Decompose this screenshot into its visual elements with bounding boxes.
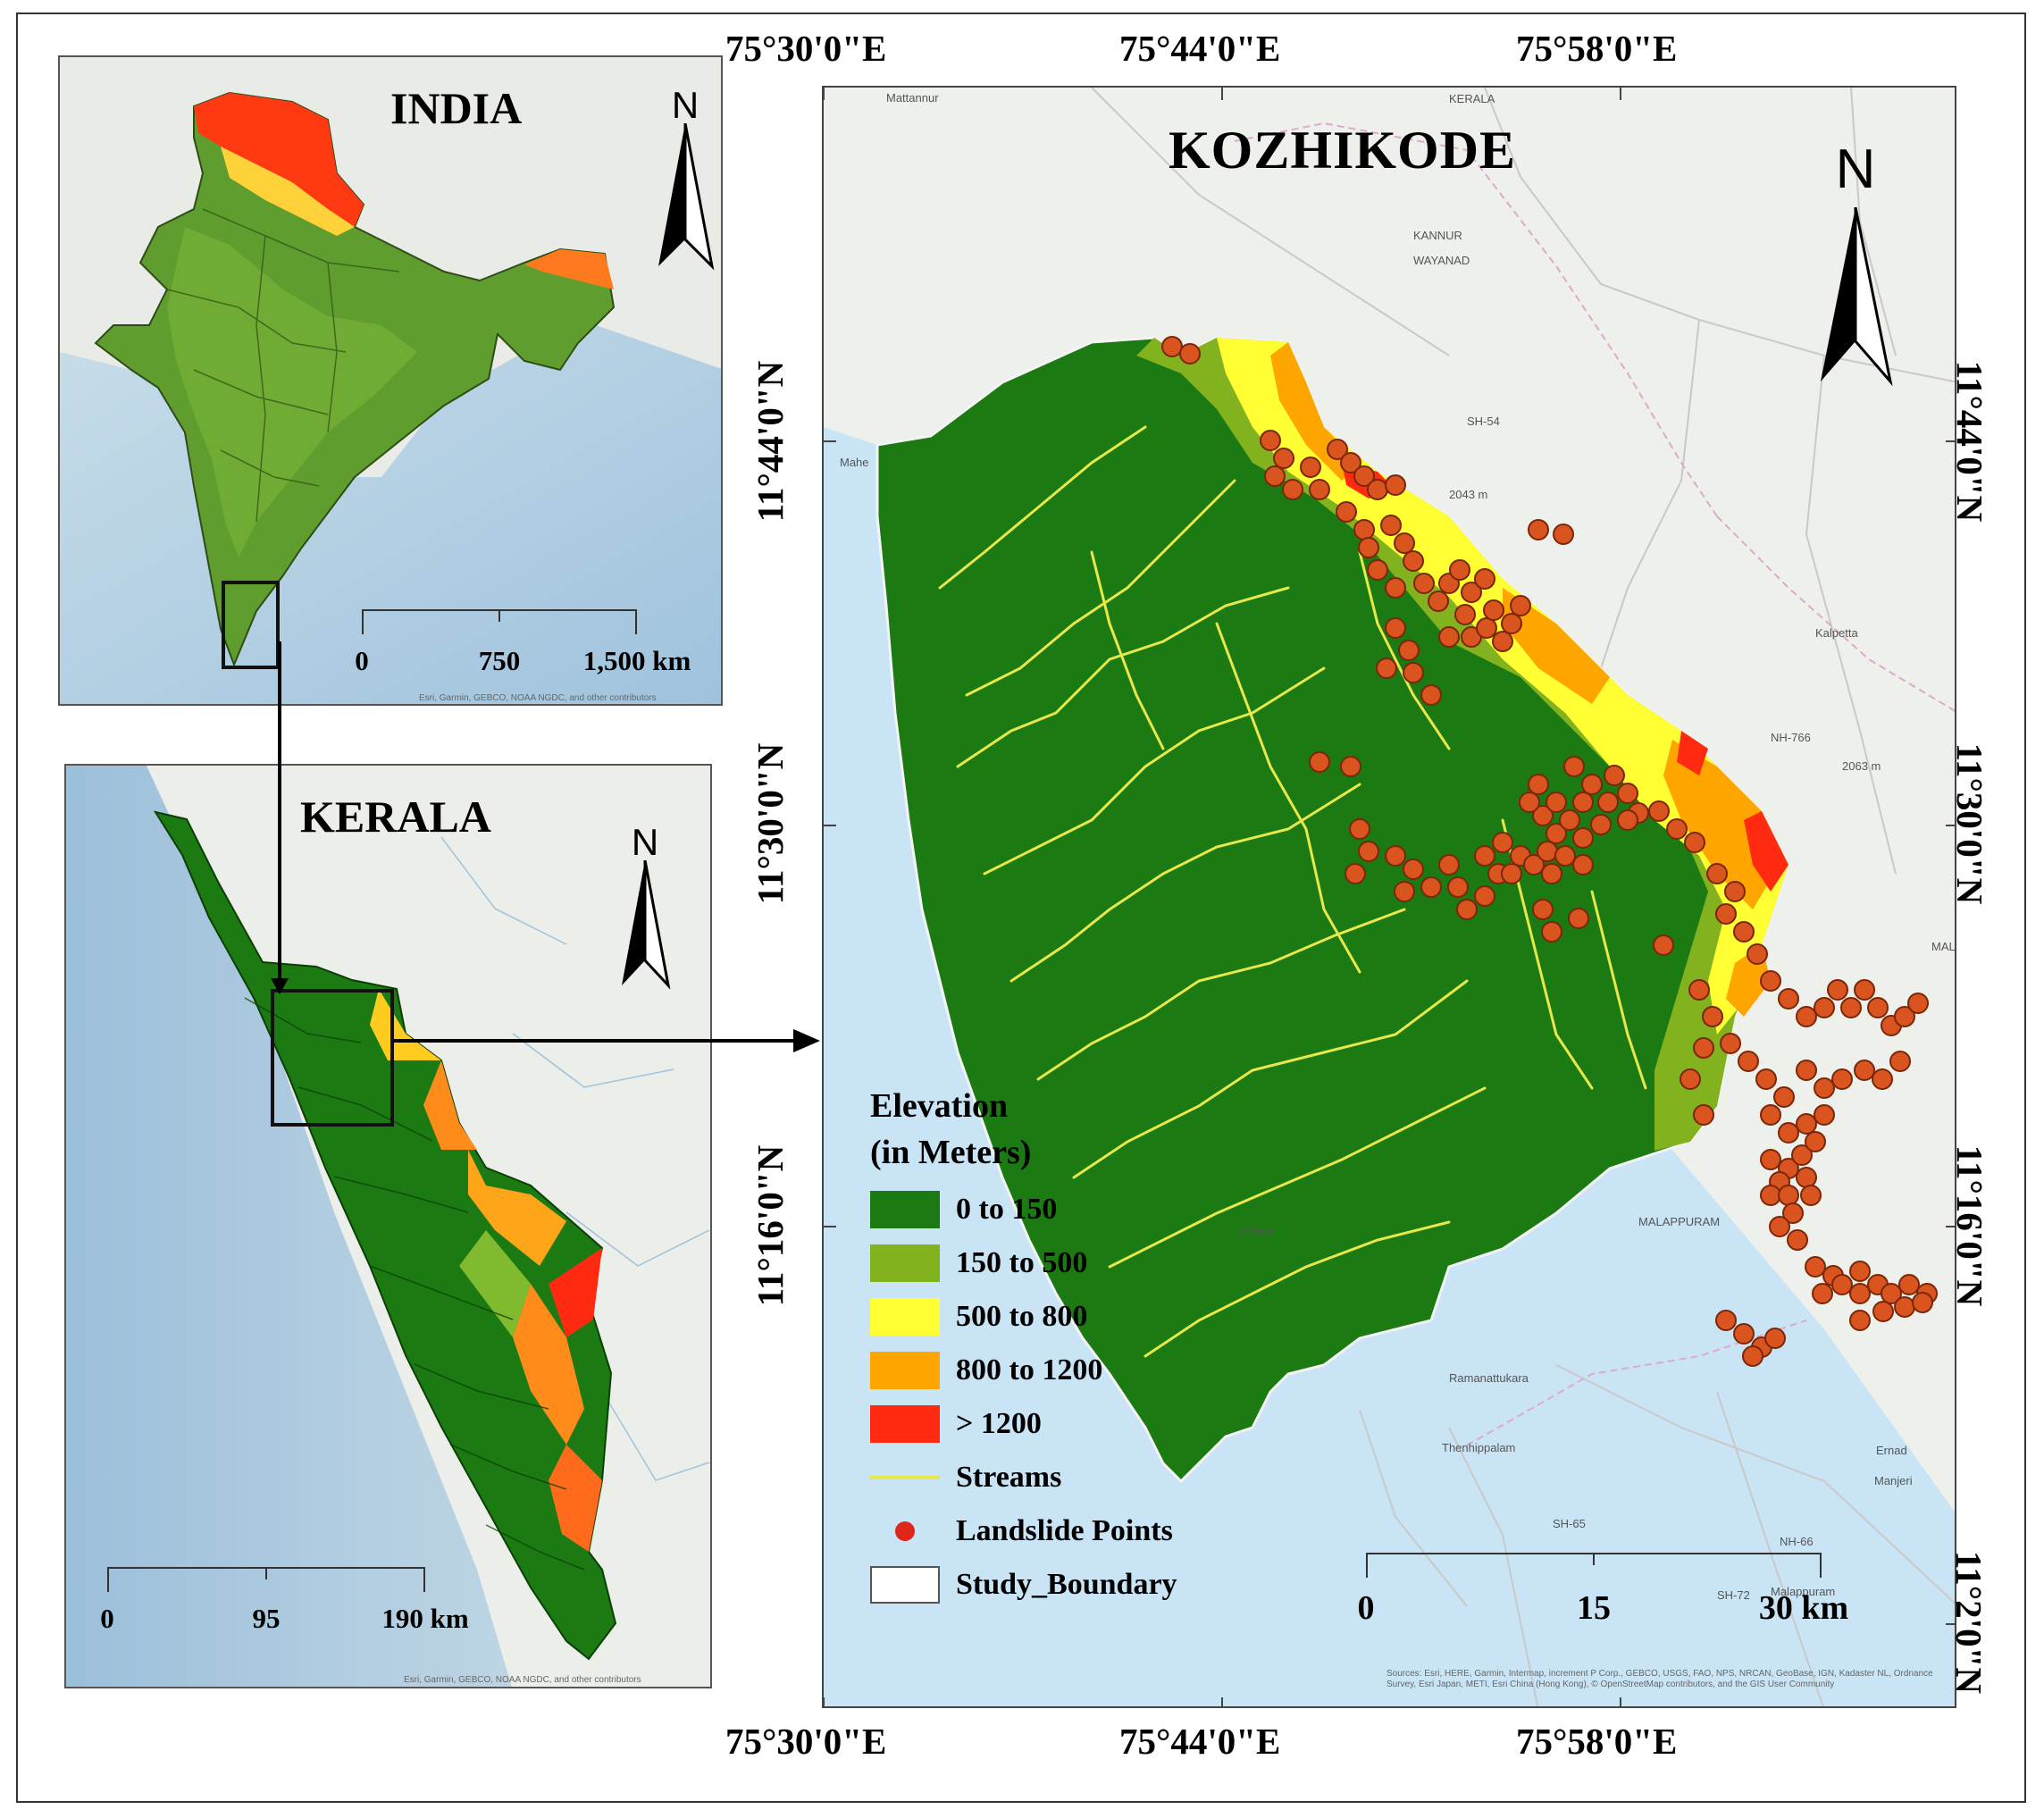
legend-item: > 1200 <box>870 1397 1177 1451</box>
place-label: NH-66 <box>1780 1535 1814 1548</box>
place-label: Kalpetta <box>1815 626 1858 640</box>
place-label: KANNUR <box>1413 229 1462 242</box>
latitude-label-right: 11°30'0"N <box>1949 742 1991 905</box>
kerala-locator-box <box>222 581 280 669</box>
legend-item: 500 to 800 <box>870 1290 1177 1344</box>
longitude-label-bottom: 75°44'0"E <box>1119 1721 1281 1762</box>
longitude-label-top: 75°44'0"E <box>1119 28 1281 69</box>
place-label: WAYANAD <box>1413 254 1470 267</box>
north-label: N <box>1835 138 1876 200</box>
legend-item-streams: Streams <box>870 1451 1177 1504</box>
legend-item: 0 to 150 <box>870 1183 1177 1236</box>
boundary-symbol <box>870 1566 940 1604</box>
landslide-points <box>1161 336 1938 1367</box>
legend-label: 0 to 150 <box>956 1193 1058 1226</box>
kozhikode-locator-box <box>271 989 394 1127</box>
place-label: 2063 m <box>1842 759 1881 773</box>
north-arrow-icon <box>658 123 715 271</box>
longitude-label-top: 75°58'0"E <box>1516 28 1678 69</box>
legend-swatch <box>870 1405 940 1443</box>
kozhikode-study-area <box>875 336 1790 1484</box>
legend-swatch <box>870 1352 940 1389</box>
india-inset-map: INDIA N 0 750 1,500 km Esri, Garmin, GEB… <box>58 55 723 706</box>
legend-label: 500 to 800 <box>956 1300 1088 1333</box>
scale-label: 0 <box>1357 1589 1375 1627</box>
scale-label: 15 <box>1577 1589 1611 1627</box>
place-label: Thenhippalam <box>1442 1441 1516 1454</box>
latitude-label-right: 11°2'0"N <box>1948 1551 1990 1694</box>
legend-title: (in Meters) <box>870 1134 1032 1171</box>
kerala-credits: Esri, Garmin, GEBCO, NOAA NGDC, and othe… <box>404 1675 641 1685</box>
legend-swatch <box>870 1244 940 1282</box>
kerala-map-graphic <box>66 766 710 1687</box>
scale-label: 95 <box>252 1603 281 1634</box>
scale-label: 0 <box>100 1603 114 1634</box>
place-label: KERALA <box>1449 92 1495 105</box>
place-label: 2043 m <box>1449 488 1488 501</box>
kozhikode-main-map: Mattannur Mahe Kalpetta KANNUR WAYANAD K… <box>822 86 1956 1708</box>
place-label: Malappuram <box>1771 1585 1836 1598</box>
legend-label: 150 to 500 <box>956 1246 1088 1279</box>
kozhikode-map-graphic <box>824 88 1955 1706</box>
kozhikode-credits: Sources: Esri, HERE, Garmin, Intermap, i… <box>1386 1669 1933 1689</box>
north-arrow-icon <box>1821 207 1893 386</box>
place-label: Mattannur <box>886 91 939 105</box>
legend-label: Streams <box>956 1461 1062 1494</box>
legend-item: 150 to 500 <box>870 1236 1177 1290</box>
legend-label: Landslide Points <box>956 1514 1173 1547</box>
place-label: SH-65 <box>1553 1517 1586 1530</box>
latitude-label-left: 11°30'0"N <box>750 742 792 905</box>
scale-label: 190 km <box>381 1603 469 1634</box>
legend-swatch <box>870 1191 940 1228</box>
stream-line-symbol <box>870 1476 940 1479</box>
longitude-label-bottom: 75°30'0"E <box>725 1721 887 1762</box>
north-label: N <box>671 84 699 126</box>
place-label: Ernad <box>1876 1444 1907 1457</box>
place-label: Ramanattukara <box>1449 1371 1529 1385</box>
latitude-label-right: 11°44'0"N <box>1949 360 1991 523</box>
legend-item-landslides: Landslide Points <box>870 1504 1177 1558</box>
north-label: N <box>631 821 659 863</box>
kozhikode-title: KOZHIKODE <box>1169 121 1517 180</box>
place-label: NH-766 <box>1771 731 1811 744</box>
figure-frame <box>16 13 2026 1803</box>
legend-swatch <box>870 1298 940 1336</box>
latitude-label-left: 11°44'0"N <box>750 360 792 523</box>
place-label: SH-54 <box>1467 415 1500 428</box>
legend-item-boundary: Study_Boundary <box>870 1558 1177 1612</box>
legend-item: 800 to 1200 <box>870 1344 1177 1397</box>
legend-title: Elevation <box>870 1087 1009 1125</box>
landslide-point-symbol <box>870 1512 940 1550</box>
north-arrow-icon <box>622 860 671 990</box>
longitude-label-bottom: 75°58'0"E <box>1516 1721 1678 1762</box>
longitude-label-top: 75°30'0"E <box>725 28 887 69</box>
scale-label: 30 km <box>1758 1589 1849 1627</box>
scale-label: 0 <box>355 645 369 676</box>
india-credits: Esri, Garmin, GEBCO, NOAA NGDC, and othe… <box>419 693 657 703</box>
elevation-legend: Elevation (in Meters) 0 to 150 150 to 50… <box>870 1083 1177 1612</box>
legend-label: Study_Boundary <box>956 1568 1177 1601</box>
latitude-label-left: 11°16'0"N <box>750 1144 792 1307</box>
scale-label: 1,500 km <box>582 645 691 676</box>
place-label: Mahe <box>840 456 869 469</box>
place-label: MALAPPURAM <box>1638 1215 1721 1228</box>
place-label: SH-72 <box>1717 1588 1750 1602</box>
kozhikode-north-arrow: N <box>1806 138 1905 388</box>
kerala-title: KERALA <box>300 792 491 842</box>
legend-label: > 1200 <box>956 1407 1042 1440</box>
india-title: INDIA <box>390 83 523 133</box>
india-north-arrow: N <box>649 84 721 272</box>
latitude-label-right: 11°16'0"N <box>1949 1144 1991 1307</box>
place-label: MALA <box>1931 940 1956 953</box>
legend-label: 800 to 1200 <box>956 1353 1103 1387</box>
place-label: Vellayil <box>1238 1224 1275 1237</box>
kerala-inset-map: KERALA N 0 95 190 km Esri, Garmin, GEBCO… <box>64 764 712 1688</box>
place-label: Manjeri <box>1874 1474 1913 1487</box>
kerala-north-arrow: N <box>609 821 681 1000</box>
scale-label: 750 <box>478 645 521 676</box>
